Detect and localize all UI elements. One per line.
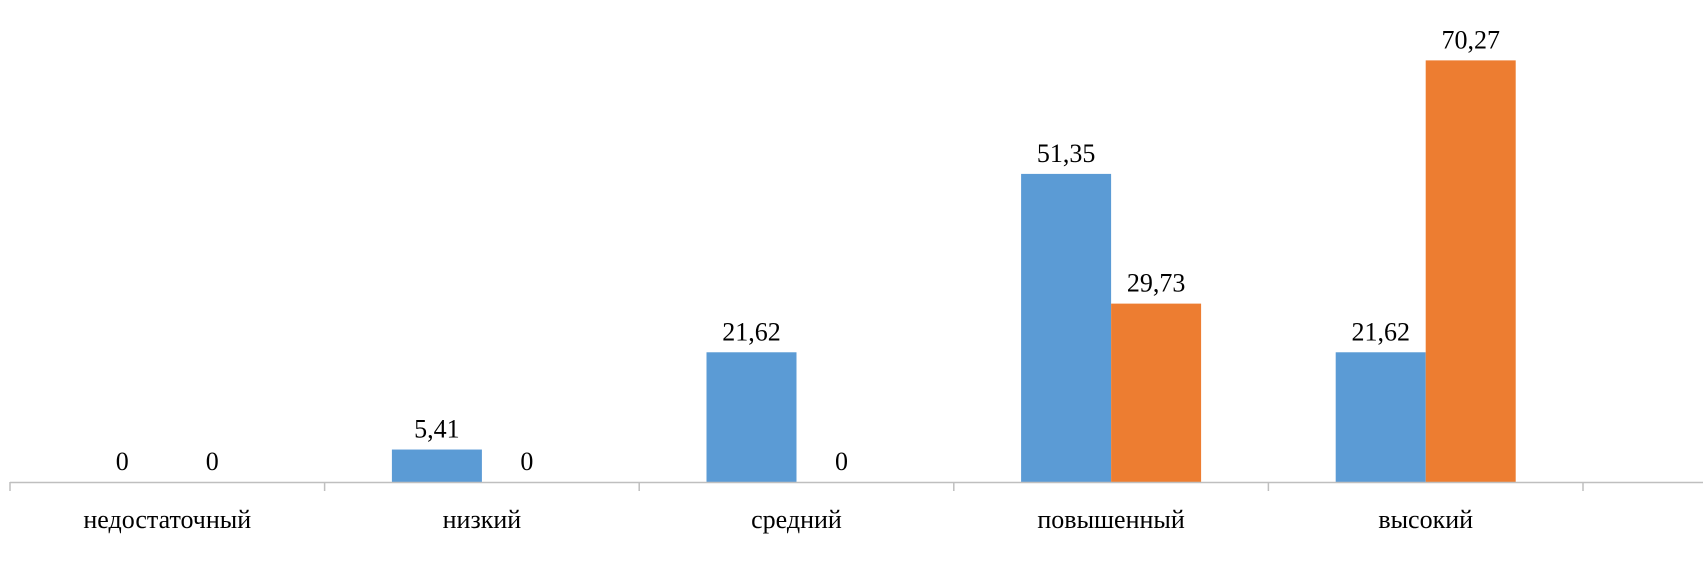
data-label-series1-4: 51,35	[1037, 139, 1096, 168]
data-label-series1-1: 0	[116, 447, 129, 476]
data-label-series2-2: 0	[520, 447, 533, 476]
category-label-4: повышенный	[1037, 505, 1185, 534]
category-labels-layer: недостаточный низкий средний повышенный высо…	[83, 505, 1473, 534]
data-label-series2-5: 70,27	[1441, 25, 1500, 54]
bar-series1-5	[1335, 352, 1426, 482]
bars-layer	[391, 60, 1516, 482]
bar-series1-2	[391, 449, 482, 482]
data-label-series2-4: 29,73	[1127, 269, 1186, 298]
data-label-series2-1: 0	[206, 447, 219, 476]
category-label-5: высокий	[1378, 505, 1473, 534]
category-label-2: низкий	[443, 505, 522, 534]
data-label-series1-2: 5,41	[414, 415, 460, 444]
bar-series2-4	[1111, 303, 1202, 482]
bar-series1-4	[1021, 173, 1112, 482]
data-label-series1-3: 21,62	[722, 317, 781, 346]
data-label-series1-5: 21,62	[1351, 317, 1410, 346]
bar-series2-5	[1425, 60, 1516, 482]
value-labels-layer: 0 0 5,41 0 21,62 0 51,35 29,73 21,62 70,27	[116, 25, 1500, 476]
bar-series1-3	[706, 352, 797, 482]
category-label-1: недостаточный	[83, 505, 251, 534]
x-axis	[9, 481, 1703, 491]
category-label-3: средний	[751, 505, 842, 534]
data-label-series2-3: 0	[835, 447, 848, 476]
